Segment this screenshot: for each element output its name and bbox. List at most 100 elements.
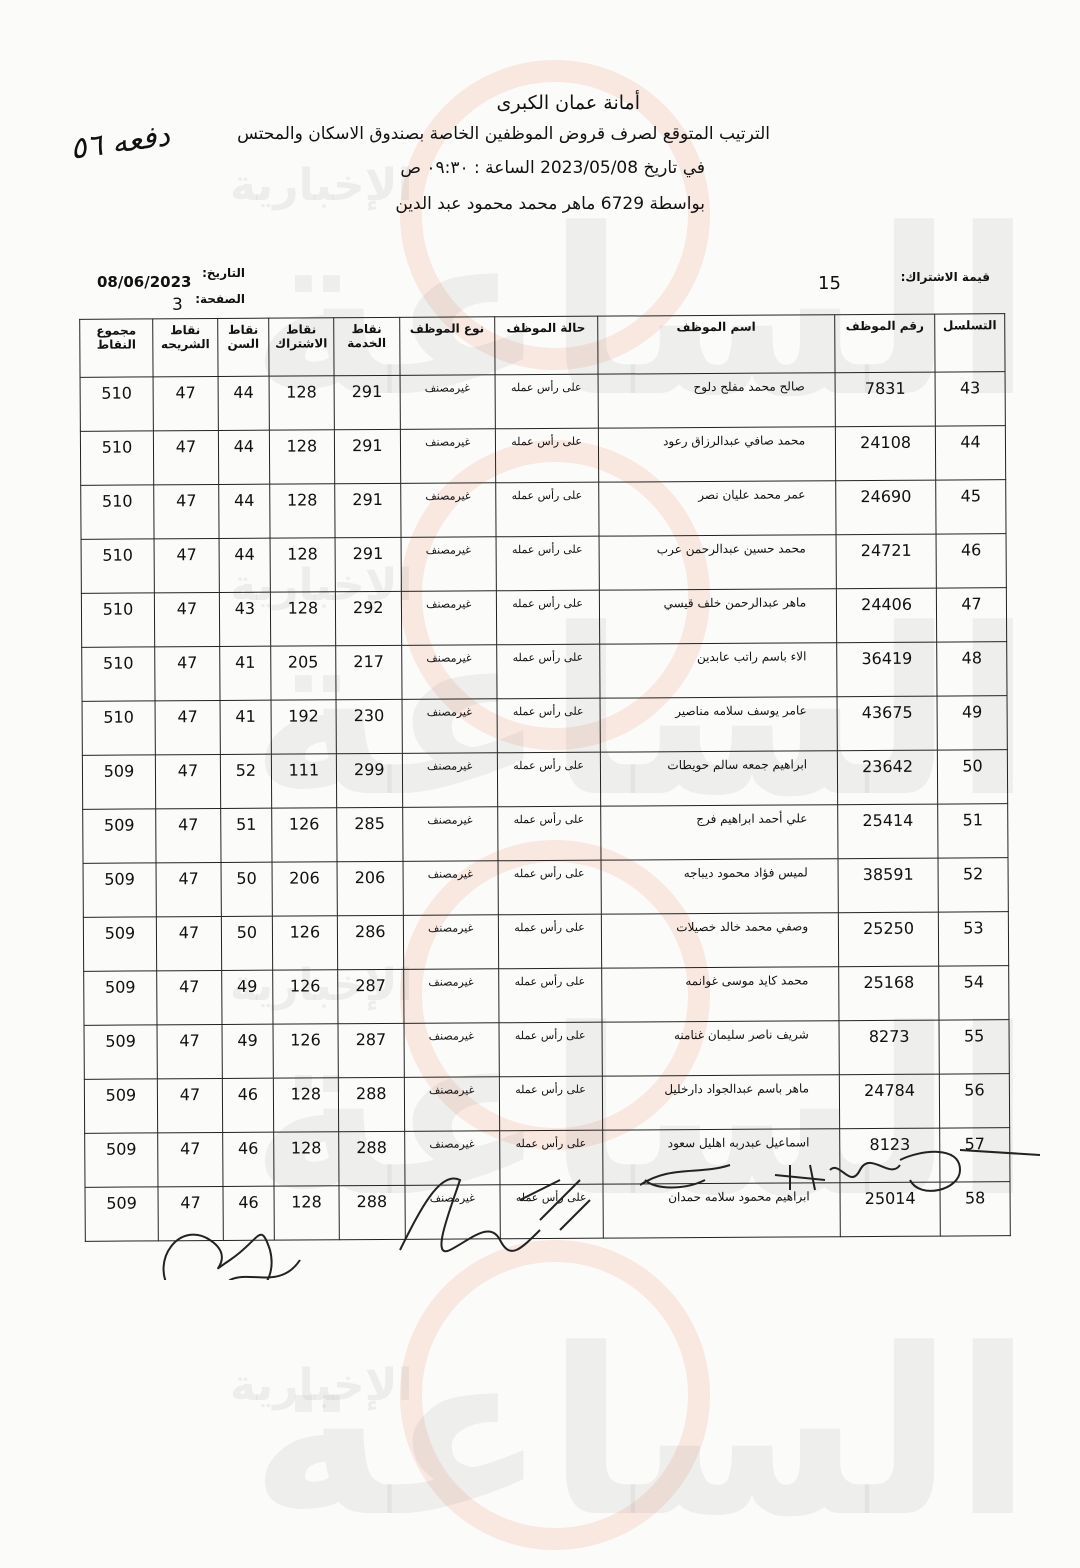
cell-service-points: 292 xyxy=(335,591,402,646)
cell-bracket-points: 47 xyxy=(155,700,221,755)
cell-total-points: 509 xyxy=(82,808,157,864)
col-total-points: مجموع النقاط xyxy=(79,318,154,378)
cell-employee-number: 38591 xyxy=(838,858,939,913)
signature-4 xyxy=(639,1164,731,1189)
table-row: 49 43675 عامر يوسف سلامه مناصير على رأس عمل… xyxy=(82,695,1008,756)
document-subtitle: الترتيب المتوقع لصرف قروض الموظفين الخاص… xyxy=(237,124,770,144)
cell-age-points: 43 xyxy=(219,592,271,647)
col-subscription-points: نقاط الاشتراك xyxy=(268,317,334,377)
table-row: 47 24406 ماهر عبدالرحمن خلف قيسي على رأس عم… xyxy=(81,587,1007,648)
cell-employee-type: غيرمصنف xyxy=(403,1022,500,1078)
cell-serial: 53 xyxy=(938,911,1009,967)
cell-employee-name: صالح محمد مفلح دلوح xyxy=(597,372,836,429)
cell-employee-number: 25168 xyxy=(838,966,940,1021)
cell-subscription-points: 128 xyxy=(269,429,335,485)
cell-employee-status: على رأس عمله xyxy=(496,644,600,699)
signature-6 xyxy=(899,1149,1041,1192)
cell-subscription-points: 126 xyxy=(272,1023,339,1079)
cell-serial: 47 xyxy=(936,587,1007,643)
col-employee-name: اسم الموظف xyxy=(597,314,836,375)
cell-employee-status: على رأس عمله xyxy=(499,1076,603,1131)
cell-age-points: 52 xyxy=(220,754,272,809)
cell-total-points: 509 xyxy=(83,862,157,918)
cell-bracket-points: 47 xyxy=(154,592,220,647)
cell-subscription-points: 111 xyxy=(271,753,337,809)
cell-employee-type: غيرمصنف xyxy=(403,914,499,970)
cell-total-points: 510 xyxy=(80,430,154,486)
cell-employee-number: 24721 xyxy=(836,534,937,589)
table-row: 51 25414 علي أحمد ابراهيم فرج على رأس عمله غ… xyxy=(82,803,1008,864)
date-value: 08/06/2023 xyxy=(97,273,192,291)
cell-total-points: 510 xyxy=(81,646,156,702)
cell-employee-type: غيرمصنف xyxy=(402,752,498,808)
table-row: 43 7831 صالح محمد مفلح دلوح على رأس عمله غير… xyxy=(80,371,1006,432)
cell-employee-number: 7831 xyxy=(835,372,936,427)
cell-employee-type: غيرمصنف xyxy=(400,536,497,592)
cell-employee-status: على رأس عمله xyxy=(497,752,601,807)
cell-service-points: 299 xyxy=(336,753,403,808)
cell-subscription-points: 128 xyxy=(268,375,335,431)
cell-employee-status: على رأس عمله xyxy=(496,590,600,645)
cell-serial: 43 xyxy=(935,371,1006,427)
table-row: 50 23642 ابراهيم جمعه سالم حويطات على رأس ع… xyxy=(82,749,1008,810)
cell-age-points: 44 xyxy=(218,484,270,539)
cell-employee-type: غيرمصنف xyxy=(400,428,496,484)
col-employee-number: رقم الموظف xyxy=(834,314,936,373)
cell-employee-name: الاء باسم راتب عابدين xyxy=(599,642,838,699)
cell-employee-number: 36419 xyxy=(836,642,938,697)
cell-bracket-points: 47 xyxy=(153,484,219,539)
cell-bracket-points: 47 xyxy=(153,430,219,485)
cell-employee-number: 43675 xyxy=(837,696,938,751)
table-row: 46 24721 محمد حسين عبدالرحمن عرب على رأس عم… xyxy=(81,533,1007,594)
cell-bracket-points: 47 xyxy=(156,862,222,917)
table-row: 56 24784 ماهر باسم عبدالجواد دارخليل على رأ… xyxy=(84,1073,1010,1134)
table-row: 45 24690 عمر محمد عليان نصر على رأس عمله غير… xyxy=(80,479,1007,540)
cell-employee-status: على رأس عمله xyxy=(495,428,599,483)
table-row: 55 8273 شريف ناصر سليمان غنامنه على رأس عمل… xyxy=(84,1019,1010,1080)
cell-serial: 54 xyxy=(938,965,1009,1021)
subscription-value: 15 xyxy=(818,273,841,294)
cell-service-points: 287 xyxy=(337,1023,405,1078)
cell-age-points: 51 xyxy=(220,808,272,863)
cell-employee-type: غيرمصنف xyxy=(402,806,498,862)
cell-serial: 56 xyxy=(939,1073,1010,1129)
cell-employee-name: لميس فؤاد محمود ديباجه xyxy=(600,858,839,915)
table-row: 48 36419 الاء باسم راتب عابدين على رأس عمله… xyxy=(81,641,1008,702)
col-age-points: نقاط السن xyxy=(217,318,269,377)
cell-serial: 51 xyxy=(937,803,1008,859)
signature-2 xyxy=(399,1177,561,1253)
cell-serial: 46 xyxy=(936,533,1007,589)
cell-employee-name: ابراهيم جمعه سالم حويطات xyxy=(599,750,838,807)
cell-bracket-points: 47 xyxy=(155,808,221,863)
cell-bracket-points: 47 xyxy=(154,538,220,593)
cell-total-points: 510 xyxy=(81,592,155,648)
cell-age-points: 50 xyxy=(221,916,273,971)
cell-serial: 45 xyxy=(935,479,1007,535)
cell-age-points: 46 xyxy=(222,1078,274,1133)
table-row: 54 25168 محمد كايد موسى غوانمه على رأس عمله… xyxy=(83,965,1009,1026)
cell-employee-name: عامر يوسف سلامه مناصير xyxy=(599,696,838,753)
cell-service-points: 291 xyxy=(334,429,401,484)
signature-3 xyxy=(539,1179,591,1231)
cell-subscription-points: 126 xyxy=(271,807,337,863)
cell-age-points: 41 xyxy=(219,646,271,701)
cell-employee-number: 24406 xyxy=(836,588,937,643)
organization-title: أمانة عمان الكبرى xyxy=(496,92,640,114)
cell-bracket-points: 47 xyxy=(154,646,220,701)
cell-employee-name: شريف ناصر سليمان غنامنه xyxy=(601,1020,840,1077)
cell-bracket-points: 47 xyxy=(157,1078,223,1133)
page-label: الصفحة: xyxy=(195,292,245,306)
cell-subscription-points: 192 xyxy=(270,699,337,755)
cell-service-points: 230 xyxy=(335,699,403,754)
cell-employee-type: غيرمصنف xyxy=(401,698,498,754)
cell-service-points: 287 xyxy=(337,969,404,1024)
cell-employee-status: على رأس عمله xyxy=(496,698,600,753)
cell-employee-number: 24784 xyxy=(839,1074,940,1129)
handwritten-note: دفعه ٥٦ xyxy=(68,118,172,167)
watermark-text: الإخبارية xyxy=(230,160,413,211)
date-line: في تاريخ 2023/05/08 الساعة : ٠٩:٣٠ ص xyxy=(400,158,705,178)
cell-employee-type: غيرمصنف xyxy=(401,590,497,646)
cell-employee-status: على رأس عمله xyxy=(495,536,599,591)
cell-employee-number: 24108 xyxy=(835,426,936,481)
cell-service-points: 291 xyxy=(334,483,401,538)
